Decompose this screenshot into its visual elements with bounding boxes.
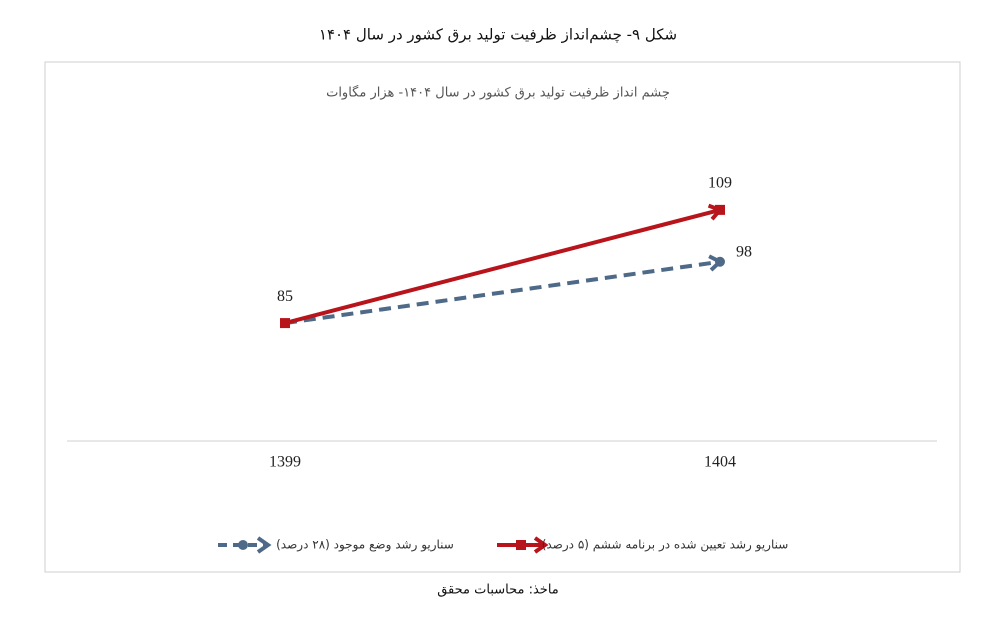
legend-arrow (533, 536, 549, 554)
legend-arrow-head (256, 536, 272, 554)
legend-marker (238, 540, 248, 550)
data-label: 98 (736, 243, 752, 260)
marker (715, 204, 725, 215)
source: ماخذ: محاسبات محقق (437, 583, 559, 598)
line (284, 207, 721, 326)
chart-frame (44, 61, 961, 573)
chart-title: چشم انداز ظرفیت تولید برق کشور در سال ۱۴… (326, 85, 670, 101)
marker (280, 318, 290, 329)
line (284, 259, 721, 326)
figure-caption: شکل ۹- چشم‌انداز ظرفیت تولید برق کشور در… (319, 26, 677, 44)
legend-label: سناریو رشد تعیین شده در برنامه ششم (۵ در… (542, 538, 789, 553)
x-tick-label: 1399 (269, 454, 301, 471)
legend-marker (516, 540, 526, 550)
legend-label: سناریو رشد وضع موجود (۲۸ درصد) (276, 538, 454, 553)
x-tick-label: 1404 (704, 454, 736, 471)
legend-arrow-head (533, 536, 549, 554)
data-label: 85 (277, 288, 293, 305)
data-label: 109 (708, 175, 732, 192)
marker (715, 256, 725, 267)
legend-arrow (256, 536, 272, 554)
